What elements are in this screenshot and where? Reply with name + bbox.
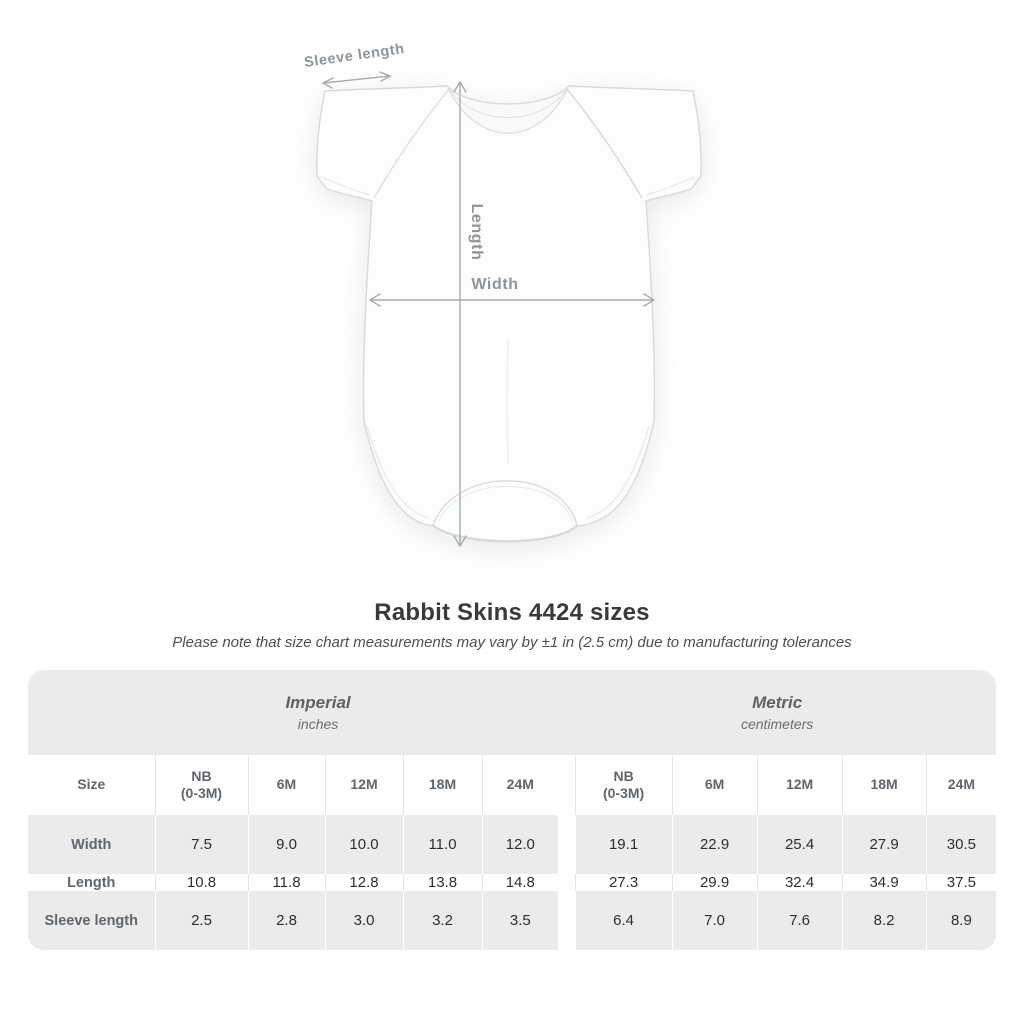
left-sleeve-hem-seam bbox=[320, 176, 370, 196]
right-sleeve-hem-seam bbox=[646, 176, 696, 196]
measurement-cell: 2.5 bbox=[154, 891, 248, 950]
measurement-cell: 6.4 bbox=[574, 891, 673, 950]
sleeve-length-arrow bbox=[322, 71, 391, 89]
center-crease bbox=[506, 339, 509, 464]
size-table-grid: Imperial inches Metric centimeters Size … bbox=[28, 670, 996, 950]
column-header: NB (0-3M) bbox=[574, 755, 673, 815]
size-header: Size bbox=[77, 776, 106, 793]
column-header: NB (0-3M) bbox=[154, 755, 248, 815]
measurement-cell: 3.0 bbox=[324, 891, 403, 950]
imperial-unit-label: inches bbox=[297, 716, 339, 732]
neckband bbox=[446, 85, 570, 134]
measurement-cell: 37.5 bbox=[925, 874, 996, 891]
table-row-width: Width 7.5 9.0 10.0 11.0 12.0 19.1 22.9 2… bbox=[28, 815, 996, 874]
measurement-cell: 8.2 bbox=[841, 891, 927, 950]
width-arrow bbox=[369, 293, 655, 307]
group-gap bbox=[558, 891, 576, 950]
measurement-cell: 3.5 bbox=[481, 891, 559, 950]
bodysuit-outline bbox=[316, 85, 702, 543]
measurement-cell: 19.1 bbox=[574, 815, 673, 874]
size-table: Imperial inches Metric centimeters Size … bbox=[28, 670, 996, 950]
measurement-cell: 27.9 bbox=[841, 815, 927, 874]
measurement-cell: 10.0 bbox=[324, 815, 403, 874]
column-header: 12M bbox=[756, 755, 843, 815]
row-label: Length bbox=[67, 874, 116, 891]
column-header: 24M bbox=[481, 755, 559, 815]
measurement-cell: 11.8 bbox=[247, 874, 325, 891]
measurement-cell: 25.4 bbox=[756, 815, 843, 874]
sleeve-length-label: Sleeve length bbox=[303, 41, 406, 71]
bottom-flap-seam bbox=[438, 486, 573, 522]
page-subtitle: Please note that size chart measurements… bbox=[172, 634, 852, 651]
left-leg-binding bbox=[366, 425, 430, 519]
length-label: Length bbox=[468, 204, 485, 261]
right-shoulder-fold bbox=[566, 88, 643, 199]
group-gap bbox=[558, 815, 576, 874]
length-arrow bbox=[453, 81, 467, 547]
measurement-cell: 13.8 bbox=[402, 874, 482, 891]
row-label: Width bbox=[71, 836, 112, 853]
measurement-cell: 14.8 bbox=[481, 874, 559, 891]
unit-group-header-row: Imperial inches Metric centimeters bbox=[28, 670, 996, 755]
neckband-seam bbox=[446, 85, 570, 118]
metric-label: Metric bbox=[752, 693, 803, 712]
measurement-cell: 30.5 bbox=[925, 815, 996, 874]
measurement-cell: 8.9 bbox=[925, 891, 996, 950]
measurement-cell: 7.0 bbox=[671, 891, 758, 950]
right-leg-binding bbox=[586, 425, 650, 519]
bottom-snap-flap bbox=[432, 480, 578, 542]
group-header-imperial: Imperial inches bbox=[28, 670, 559, 755]
measurement-cell: 7.6 bbox=[756, 891, 843, 950]
table-row-length: Length 10.8 11.8 12.8 13.8 14.8 27.3 29.… bbox=[28, 874, 996, 891]
column-header: 6M bbox=[247, 755, 325, 815]
column-header: 12M bbox=[324, 755, 403, 815]
group-gap bbox=[558, 755, 576, 815]
measurement-cell: 27.3 bbox=[574, 874, 673, 891]
measurement-cell: 34.9 bbox=[841, 874, 927, 891]
measurement-cell: 11.0 bbox=[402, 815, 482, 874]
left-shoulder-fold bbox=[373, 88, 450, 199]
column-header: 18M bbox=[841, 755, 927, 815]
size-header-row: Size NB (0-3M) 6M 12M 18M 24M NB (0-3M) … bbox=[28, 755, 996, 815]
measurement-cell: 7.5 bbox=[154, 815, 248, 874]
measurement-cell: 12.8 bbox=[324, 874, 403, 891]
measurement-cell: 22.9 bbox=[671, 815, 758, 874]
table-row-sleeve-length: Sleeve length 2.5 2.8 3.0 3.2 3.5 6.4 7.… bbox=[28, 891, 996, 950]
bodysuit-diagram: Sleeve length Length Width bbox=[303, 41, 702, 547]
measurement-cell: 29.9 bbox=[671, 874, 758, 891]
column-header: 6M bbox=[671, 755, 758, 815]
page-title: Rabbit Skins 4424 sizes bbox=[374, 599, 650, 626]
measurement-cell: 12.0 bbox=[481, 815, 559, 874]
measurement-cell: 9.0 bbox=[247, 815, 325, 874]
width-label: Width bbox=[471, 276, 518, 293]
metric-unit-label: centimeters bbox=[740, 716, 814, 732]
measurement-cell: 32.4 bbox=[756, 874, 843, 891]
measurement-cell: 2.8 bbox=[247, 891, 325, 950]
measurement-cell: 10.8 bbox=[154, 874, 248, 891]
group-header-metric: Metric centimeters bbox=[558, 670, 996, 755]
column-header: 24M bbox=[925, 755, 996, 815]
group-gap bbox=[558, 874, 576, 891]
column-header: 18M bbox=[402, 755, 482, 815]
row-label: Sleeve length bbox=[44, 912, 138, 929]
measurement-cell: 3.2 bbox=[402, 891, 482, 950]
imperial-label: Imperial bbox=[285, 693, 351, 712]
